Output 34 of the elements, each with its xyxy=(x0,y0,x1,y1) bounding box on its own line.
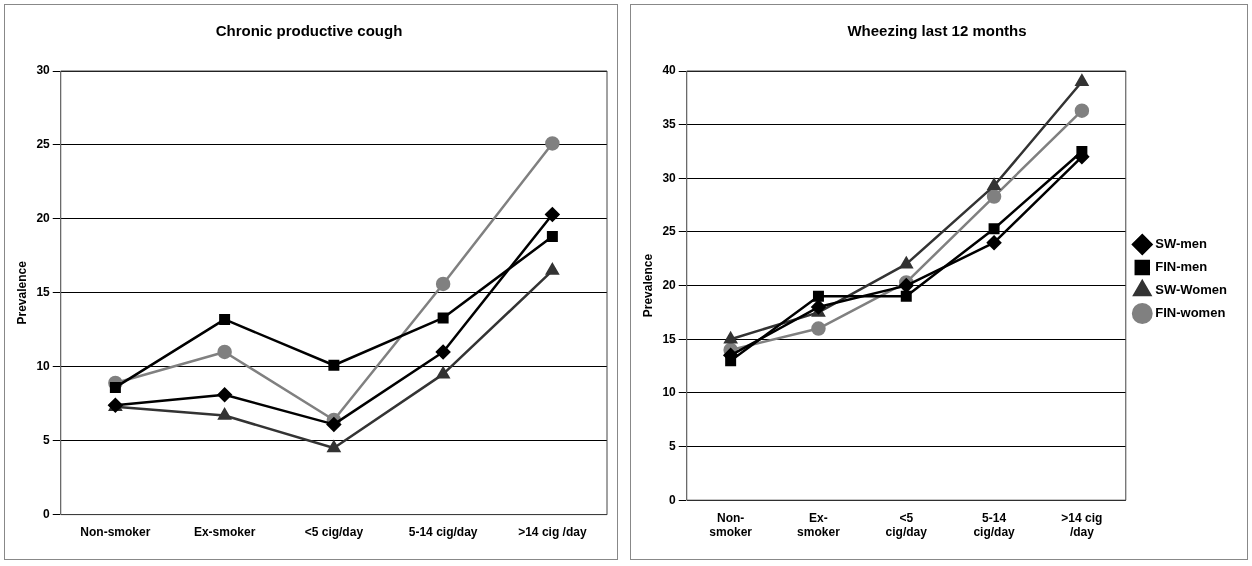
y-tick-label: 35 xyxy=(662,116,677,131)
legend-label: FIN-men xyxy=(1155,259,1208,275)
y-tick-label: 15 xyxy=(662,331,677,346)
y-tick-label: 20 xyxy=(662,277,677,292)
y-axis-title: Prevalence xyxy=(640,253,655,318)
y-tick-label: 5 xyxy=(43,432,51,447)
y-tick-label: 10 xyxy=(662,385,677,400)
y-tick-label: 25 xyxy=(36,137,51,152)
y-tick-label: 40 xyxy=(662,63,677,78)
x-tick-label: >14 cig /day xyxy=(1061,510,1103,540)
x-tick-label: <5 cig/day xyxy=(885,510,928,540)
y-tick-label: 20 xyxy=(36,211,51,226)
x-tick-label: Non-smoker xyxy=(80,525,151,540)
y-tick-label: 25 xyxy=(662,224,677,239)
x-tick-label: Ex-smoker xyxy=(193,525,256,540)
y-tick-label: 30 xyxy=(662,170,677,185)
y-tick-label: 0 xyxy=(43,506,51,521)
y-tick-label: 30 xyxy=(36,63,51,78)
legend-label: SW-Women xyxy=(1155,282,1228,298)
x-tick-label: Ex- smoker xyxy=(797,510,841,540)
x-tick-label: >14 cig /day xyxy=(518,525,587,540)
y-tick-label: 15 xyxy=(36,285,51,300)
y-tick-label: 5 xyxy=(669,438,677,453)
y-tick-label: 10 xyxy=(36,359,51,374)
chart-title: Chronic productive cough xyxy=(215,22,403,40)
x-tick-label: 5-14 cig/day xyxy=(408,525,478,540)
x-tick-label: Non- smoker xyxy=(709,510,753,540)
y-tick-label: 0 xyxy=(669,492,677,507)
x-tick-label: 5-14 cig/day xyxy=(973,510,1016,540)
legend-label: SW-men xyxy=(1155,236,1208,252)
x-tick-label: <5 cig/day xyxy=(304,525,364,540)
y-axis-title: Prevalence xyxy=(14,260,29,325)
legend-label: FIN-women xyxy=(1155,305,1226,321)
chart-title: Wheezing last 12 months xyxy=(847,22,1027,40)
